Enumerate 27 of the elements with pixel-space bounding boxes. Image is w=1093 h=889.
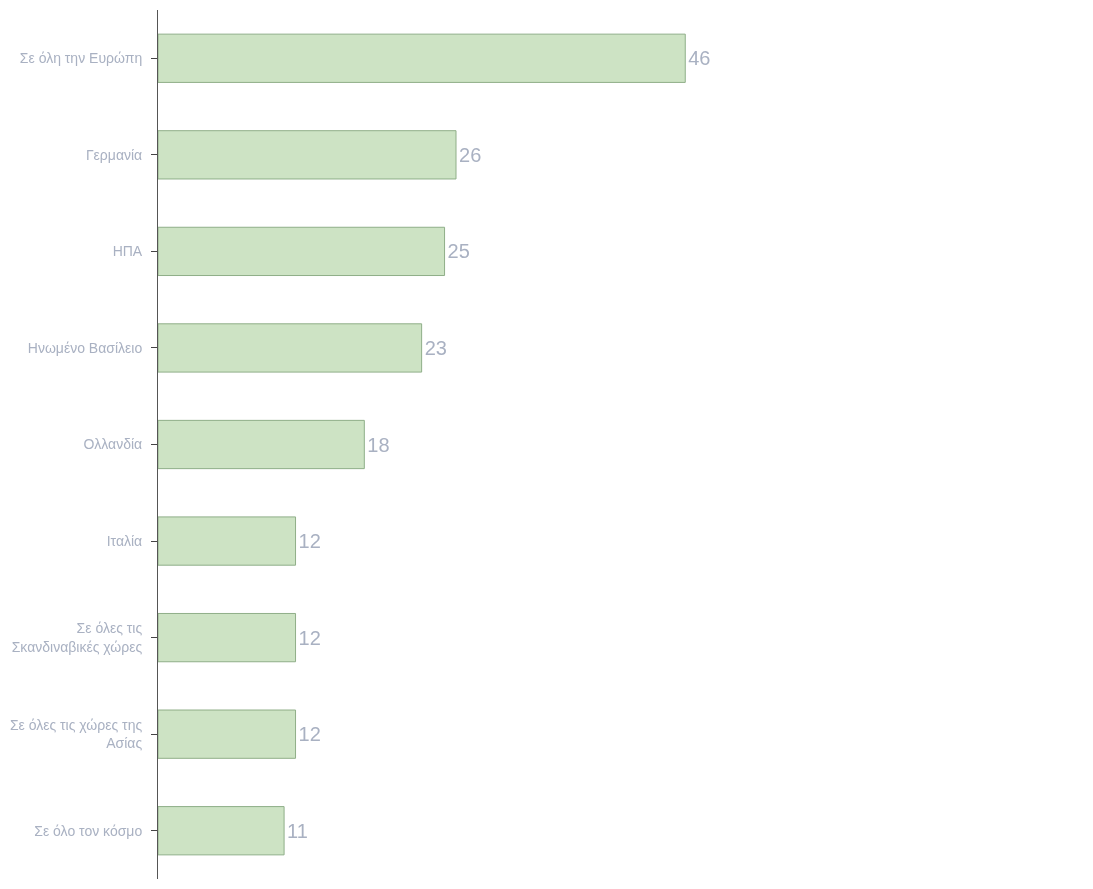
bar bbox=[158, 806, 285, 856]
data-label: 23 bbox=[424, 336, 447, 359]
data-label: 25 bbox=[447, 240, 470, 263]
y-tick-label: ΗΠΑ bbox=[112, 243, 143, 260]
y-tick-label: Γερμανία bbox=[85, 146, 143, 163]
bar bbox=[158, 709, 297, 759]
y-tick-label: Ιταλία bbox=[106, 532, 143, 549]
bar bbox=[158, 226, 446, 277]
bar bbox=[158, 33, 686, 83]
data-label: 46 bbox=[688, 47, 711, 70]
bar bbox=[158, 419, 365, 470]
data-label: 26 bbox=[459, 143, 482, 166]
data-label: 12 bbox=[298, 626, 321, 649]
bar bbox=[158, 130, 457, 180]
bar bbox=[158, 516, 297, 566]
y-tick-label: Σε όλη την Ευρώπη bbox=[19, 50, 143, 67]
data-label: 18 bbox=[367, 433, 390, 456]
y-tick-label: Ηνωμένο Βασίλειο bbox=[27, 339, 143, 356]
y-tick-label: Σε όλο τον κόσμο bbox=[34, 822, 143, 839]
data-label: 12 bbox=[298, 723, 321, 746]
bar bbox=[158, 323, 423, 373]
data-label: 11 bbox=[287, 819, 308, 842]
y-tick-label: Σε όλες τις Σκανδιναβικές χώρες bbox=[11, 620, 143, 655]
y-tick-label: Σε όλες τις χώρες της Ασίας bbox=[9, 716, 143, 752]
data-label: 12 bbox=[298, 530, 321, 553]
y-tick-label: Ολλανδία bbox=[83, 436, 143, 453]
bar bbox=[158, 612, 297, 663]
